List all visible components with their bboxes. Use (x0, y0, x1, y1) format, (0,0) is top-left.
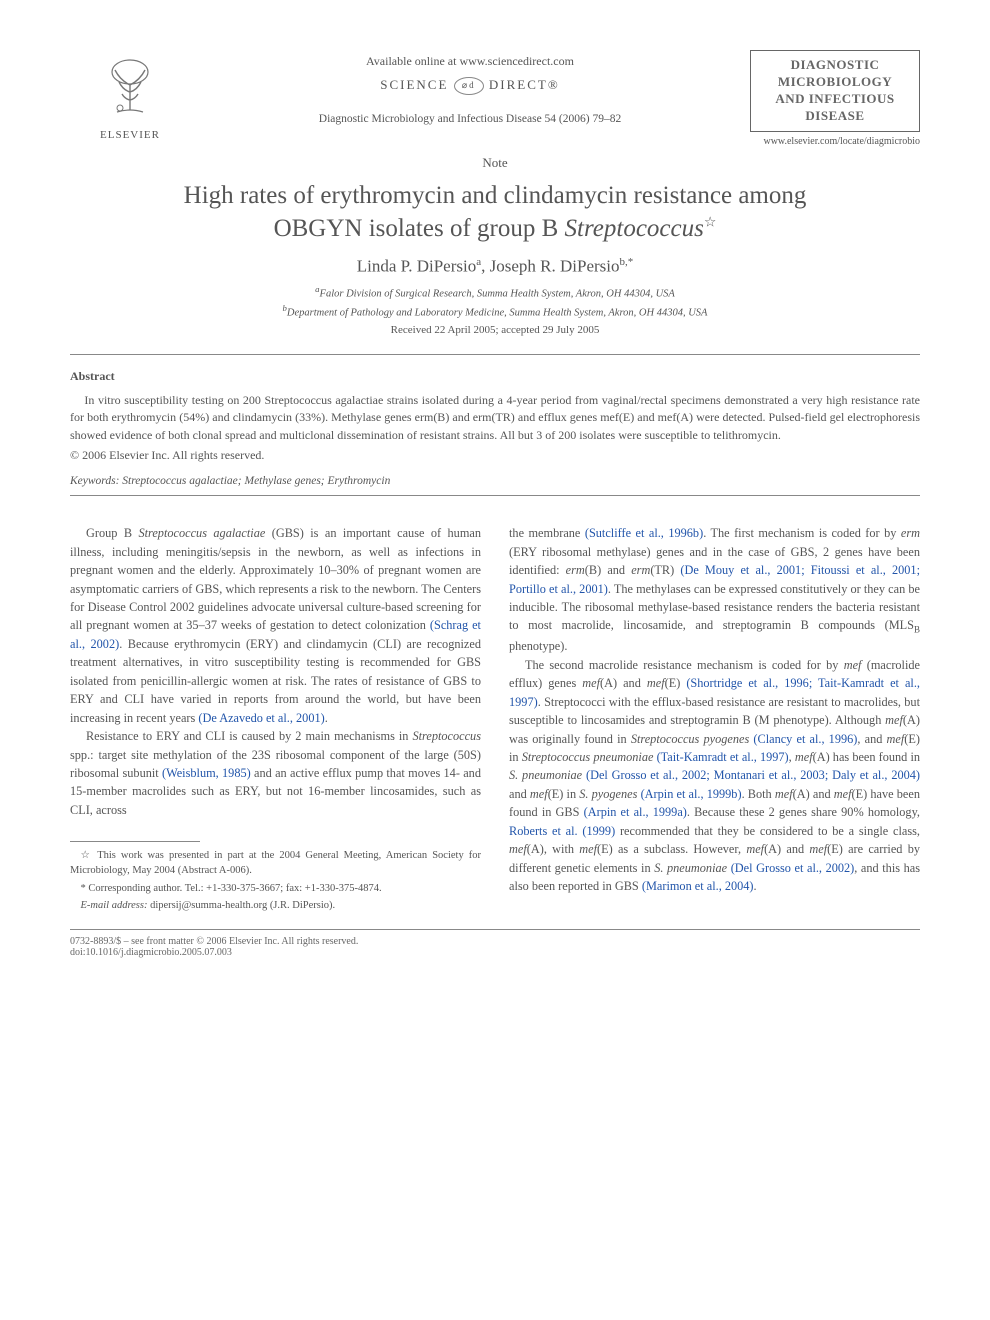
journal-title-l3: AND INFECTIOUS (755, 91, 915, 108)
sd-at-icon: ⌀d (454, 77, 484, 95)
journal-url: www.elsevier.com/locate/diagmicrobio (750, 136, 920, 147)
section-label: Note (70, 155, 920, 171)
affiliation-b: Department of Pathology and Laboratory M… (287, 307, 708, 318)
publisher-block: ELSEVIER (70, 50, 190, 141)
sciencedirect-logo: SCIENCE ⌀d DIRECT® (190, 77, 750, 95)
ref-link[interactable]: (Tait-Kamradt et al., 1997) (657, 750, 789, 764)
ref-link[interactable]: (Arpin et al., 1999b) (641, 787, 742, 801)
affiliation-a: Falor Division of Surgical Research, Sum… (320, 288, 675, 299)
col2-para1: the membrane (Sutcliffe et al., 1996b). … (509, 524, 920, 656)
keywords-label: Keywords: (70, 475, 119, 487)
email-label: E-mail address: (81, 900, 148, 911)
title-line1: High rates of erythromycin and clindamyc… (184, 182, 807, 209)
journal-title-l1: DIAGNOSTIC (755, 57, 915, 74)
ref-link[interactable]: (Marimon et al., 2004) (642, 879, 754, 893)
column-right: the membrane (Sutcliffe et al., 1996b). … (509, 524, 920, 915)
divider-rule (70, 354, 920, 355)
author-2: Joseph R. DiPersio (490, 257, 620, 276)
ref-link[interactable]: (Del Grosso et al., 2002; Montanari et a… (586, 768, 920, 782)
ref-link[interactable]: (Weisblum, 1985) (162, 766, 251, 780)
author-1-sup: a (476, 256, 481, 268)
col2-para2: The second macrolide resistance mechanis… (509, 656, 920, 896)
abstract-body: In vitro susceptibility testing on 200 S… (70, 392, 920, 444)
page: ELSEVIER Available online at www.science… (0, 0, 990, 998)
footnote-star: ☆ This work was presented in part at the… (70, 848, 481, 878)
keywords-line: Keywords: Streptococcus agalactiae; Meth… (70, 475, 920, 487)
issn-line: 0732-8893/$ – see front matter © 2006 El… (70, 936, 358, 947)
title-line2: OBGYN isolates of group B (274, 215, 565, 242)
col1-para2: Resistance to ERY and CLI is caused by 2… (70, 727, 481, 819)
divider-rule-2 (70, 495, 920, 496)
journal-box: DIAGNOSTIC MICROBIOLOGY AND INFECTIOUS D… (750, 50, 920, 147)
sd-brand-post: DIRECT® (489, 77, 560, 92)
footnotes: ☆ This work was presented in part at the… (70, 848, 481, 913)
affiliations: aFalor Division of Surgical Research, Su… (70, 283, 920, 321)
abstract-text: In vitro susceptibility testing on 200 S… (70, 392, 920, 444)
ref-link[interactable]: Roberts et al. (1999) (509, 824, 615, 838)
email-address: dipersij@summa-health.org (J.R. DiPersio… (147, 900, 335, 911)
title-line2-ital: Streptococcus (565, 215, 704, 242)
footer-left: 0732-8893/$ – see front matter © 2006 El… (70, 936, 358, 958)
abstract-copyright: © 2006 Elsevier Inc. All rights reserved… (70, 448, 920, 463)
journal-title-box: DIAGNOSTIC MICROBIOLOGY AND INFECTIOUS D… (750, 50, 920, 132)
ref-link[interactable]: (Sutcliffe et al., 1996b) (585, 526, 703, 540)
available-online-text: Available online at www.sciencedirect.co… (190, 54, 750, 69)
publisher-name: ELSEVIER (70, 129, 190, 141)
authors-line: Linda P. DiPersioa, Joseph R. DiPersiob,… (70, 256, 920, 277)
doi-line: doi:10.1016/j.diagmicrobio.2005.07.003 (70, 947, 358, 958)
col1-para1: Group B Streptococcus agalactiae (GBS) i… (70, 524, 481, 727)
elsevier-tree-icon (95, 50, 165, 120)
received-dates: Received 22 April 2005; accepted 29 July… (70, 324, 920, 336)
body-columns: Group B Streptococcus agalactiae (GBS) i… (70, 524, 920, 915)
abstract-heading: Abstract (70, 369, 920, 384)
ref-link[interactable]: (Arpin et al., 1999a) (584, 805, 687, 819)
header-row: ELSEVIER Available online at www.science… (70, 50, 920, 147)
sd-brand-pre: SCIENCE (380, 77, 448, 92)
footer-info: 0732-8893/$ – see front matter © 2006 El… (70, 936, 920, 958)
author-1: Linda P. DiPersio (357, 257, 476, 276)
author-2-sup: b,* (620, 256, 634, 268)
footnote-corresponding: * Corresponding author. Tel.: +1-330-375… (70, 881, 481, 896)
center-header: Available online at www.sciencedirect.co… (190, 50, 750, 125)
journal-title-l4: DISEASE (755, 108, 915, 125)
title-star-icon: ☆ (704, 216, 717, 231)
ref-link[interactable]: (De Azavedo et al., 2001) (198, 711, 324, 725)
footer-rule (70, 929, 920, 930)
article-title: High rates of erythromycin and clindamyc… (110, 179, 880, 247)
journal-title-l2: MICROBIOLOGY (755, 74, 915, 91)
footnote-rule (70, 841, 200, 842)
column-left: Group B Streptococcus agalactiae (GBS) i… (70, 524, 481, 915)
footnote-email: E-mail address: dipersij@summa-health.or… (70, 898, 481, 913)
ref-link[interactable]: (Clancy et al., 1996) (753, 732, 857, 746)
ref-link[interactable]: (Del Grosso et al., 2002) (731, 861, 855, 875)
keywords-text: Streptococcus agalactiae; Methylase gene… (119, 475, 390, 487)
citation-line: Diagnostic Microbiology and Infectious D… (190, 113, 750, 125)
